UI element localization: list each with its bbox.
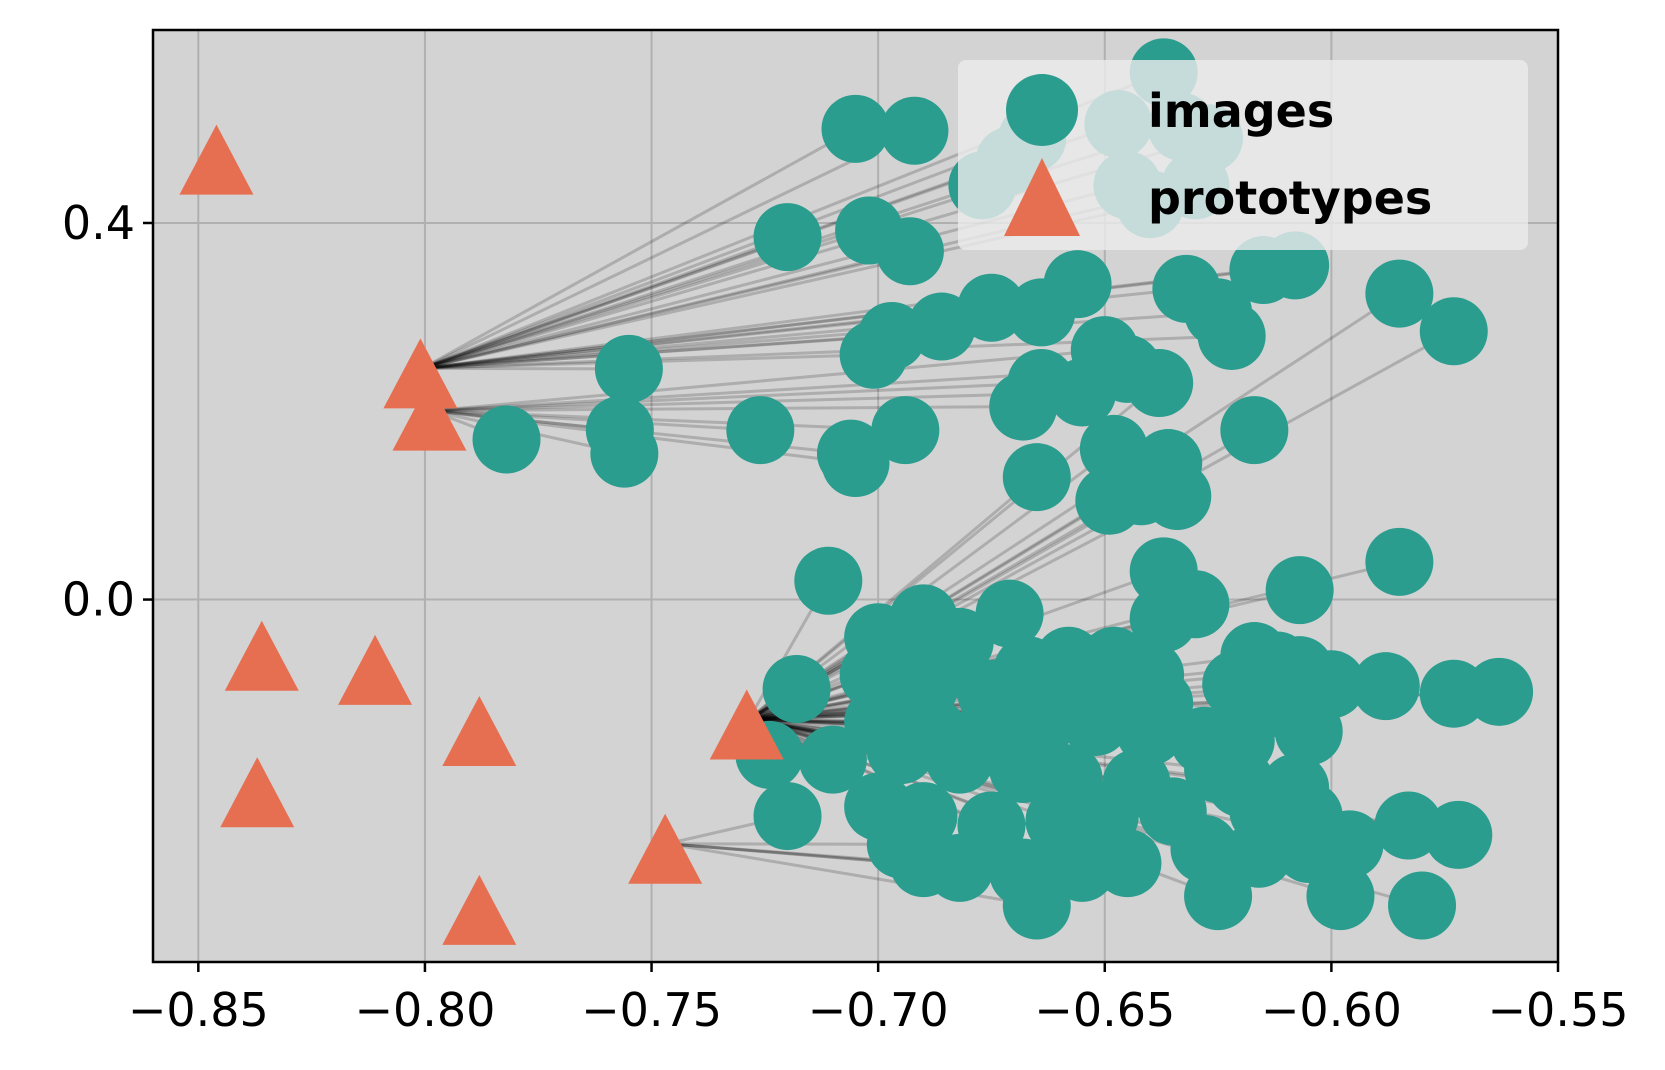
image-point (1220, 396, 1289, 465)
link-line (421, 159, 1011, 370)
link-line (421, 235, 789, 370)
image-point (1365, 527, 1434, 596)
legend-box (958, 60, 1528, 250)
image-point (1229, 236, 1298, 305)
x-tick-label: −0.85 (128, 983, 269, 1037)
image-point (590, 419, 659, 488)
image-point (925, 725, 994, 794)
legend: images prototypes (958, 60, 1528, 250)
image-point (1224, 819, 1293, 888)
link-line (422, 366, 629, 371)
link-line (421, 129, 916, 370)
prototypes-series (179, 124, 784, 945)
image-point (762, 654, 831, 723)
image-point (866, 716, 935, 785)
image-point (1125, 349, 1194, 418)
image-point (1274, 697, 1343, 766)
link-line (422, 263, 1296, 370)
image-point (753, 203, 822, 272)
x-tick-label: −0.75 (581, 983, 722, 1037)
link-line (431, 348, 1105, 413)
link-line (431, 381, 1042, 413)
image-point (1184, 862, 1253, 931)
prototype-point (628, 813, 703, 884)
prototype-point (709, 689, 784, 760)
prototype-point (392, 380, 467, 451)
image-point (1002, 871, 1071, 940)
prototype-point (220, 757, 295, 828)
image-point (1365, 259, 1434, 328)
prototype-point (383, 338, 458, 409)
prototype-point (179, 124, 254, 195)
image-point (1007, 278, 1076, 347)
y-tick-label: 0.4 (62, 196, 135, 250)
image-point (1061, 687, 1130, 756)
image-point (875, 217, 944, 286)
image-point (821, 429, 890, 498)
image-point (1351, 652, 1420, 721)
link-line (421, 127, 857, 370)
image-point (798, 725, 867, 794)
image-point (1048, 358, 1117, 427)
image-point (1143, 462, 1212, 530)
image-point (1002, 443, 1071, 512)
prototype-point (224, 620, 299, 691)
image-point (989, 372, 1058, 441)
prototype-point (442, 874, 517, 945)
prototype-point (442, 696, 517, 767)
image-point (866, 810, 935, 879)
image-point (794, 546, 863, 615)
legend-prototypes-label: prototypes (1148, 171, 1432, 225)
legend-prototypes-marker (1004, 158, 1080, 236)
image-point (1129, 584, 1198, 653)
axis-ticks: −0.85 −0.80 −0.75 −0.70 −0.65 −0.60 −0.55 0.4 0.… (62, 196, 1629, 1037)
x-tick-label: −0.80 (354, 983, 495, 1037)
prototype-point (338, 634, 413, 705)
image-point (1424, 800, 1493, 869)
x-tick-label: −0.55 (1488, 983, 1629, 1037)
image-point (1197, 301, 1266, 370)
image-point (753, 782, 822, 851)
legend-images-label: images (1148, 84, 1334, 138)
image-point (1419, 297, 1488, 366)
image-point (1388, 871, 1457, 940)
link-line (422, 310, 1219, 370)
image-point (1465, 657, 1534, 726)
image-point (1075, 466, 1144, 535)
y-tick-label: 0.0 (62, 573, 135, 627)
link-line (421, 136, 1033, 370)
x-tick-label: −0.65 (1034, 983, 1175, 1037)
image-point (1306, 862, 1375, 931)
axes-frame (151, 28, 1560, 964)
link-line (422, 268, 1264, 370)
image-point (1048, 833, 1117, 902)
legend-images-marker (1006, 74, 1078, 146)
x-tick-label: −0.60 (1261, 983, 1402, 1037)
image-point (594, 334, 663, 403)
image-point (880, 96, 949, 165)
image-point (839, 320, 908, 389)
x-tick-label: −0.70 (808, 983, 949, 1037)
image-point (472, 405, 541, 474)
image-point (871, 396, 940, 465)
image-point (726, 396, 795, 465)
image-point (975, 579, 1044, 648)
image-point (1116, 697, 1185, 766)
image-point (821, 94, 890, 163)
link-line (422, 249, 911, 370)
image-point (1265, 556, 1334, 625)
